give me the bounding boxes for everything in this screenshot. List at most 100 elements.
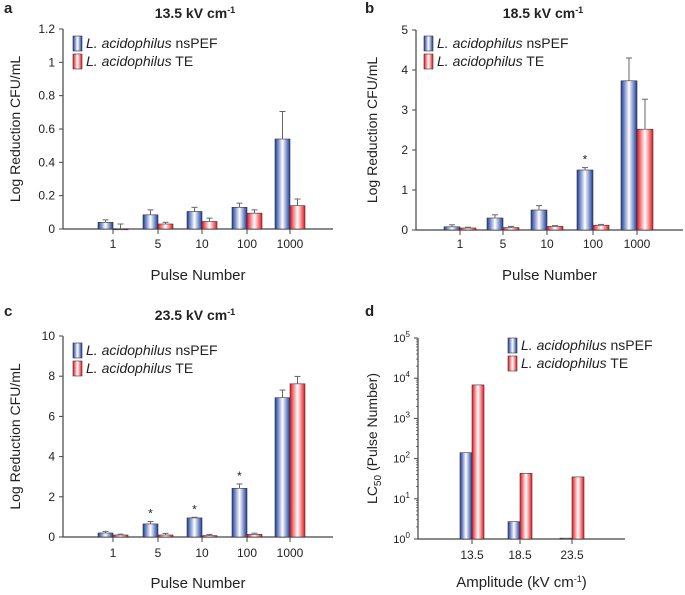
bar-nspef [231, 207, 248, 230]
y-tick-label: 2 [401, 143, 408, 157]
y-tick-base: 10 [393, 534, 405, 546]
x-tick-label: 5 [155, 546, 162, 560]
x-tick-label: 100 [583, 237, 603, 251]
bar-te [636, 128, 654, 231]
bar-te [289, 205, 306, 230]
legend-treatment: TE [607, 355, 629, 371]
bar-te [546, 226, 564, 231]
y-axis-label: Log Reduction CFU/mL [364, 57, 380, 204]
legend-item: L. acidophilus TE [72, 53, 193, 70]
legend-swatch-nspef [72, 35, 83, 52]
y-tick-label: 6 [48, 409, 55, 423]
y-tick-label: 100 [393, 531, 410, 546]
title-text: 23.5 kV cm [155, 307, 227, 323]
bar-nspef [620, 80, 638, 231]
legend-swatch-nspef [507, 337, 518, 354]
legend-item: L. acidophilus nsPEF [72, 342, 218, 359]
legend-treatment: nsPEF [607, 337, 653, 353]
legend-label: L. acidophilus TE [86, 53, 193, 69]
bar-nspef [576, 169, 594, 231]
x-tick-label: 1000 [277, 237, 304, 251]
y-tick-base: 10 [393, 494, 405, 506]
y-tick-label: 0 [401, 223, 408, 237]
legend-swatch-nspef [72, 342, 83, 359]
x-label-text: Pulse Number [150, 575, 245, 592]
y-tick-exponent: 1 [406, 491, 411, 500]
legend-label: L. acidophilus TE [437, 53, 544, 69]
y-axis-label: Log Reduction CFU/mL [7, 56, 23, 203]
y-axis-label: Log Reduction CFU/mL [7, 363, 23, 510]
bar-te [246, 534, 263, 538]
y-tick-label: 5 [401, 23, 408, 37]
x-tick-label: 1000 [277, 546, 304, 560]
title-text: 18.5 kV cm [503, 5, 575, 21]
x-tick-label: 10 [540, 237, 554, 251]
y-label-end: (Pulse Number) [364, 373, 380, 475]
bar-nspef [507, 521, 521, 540]
x-tick-label: 5 [500, 237, 507, 251]
x-tick-label: 100 [237, 237, 257, 251]
legend-treatment: TE [172, 53, 194, 69]
y-tick-exponent: 0 [406, 531, 411, 540]
x-tick-label: 5 [155, 237, 162, 251]
title-superscript: -1 [575, 5, 583, 15]
y-tick-exponent: 2 [406, 451, 411, 460]
bar-nspef [97, 222, 114, 230]
bar-te [157, 534, 174, 538]
legend-item: L. acidophilus nsPEF [507, 337, 653, 354]
significance-asterisk: * [237, 469, 242, 483]
bar-te [112, 534, 129, 538]
legend-swatch-nspef [423, 35, 434, 52]
legend-label: L. acidophilus TE [86, 360, 193, 376]
x-tick-label: 1 [457, 237, 464, 251]
y-tick-label: 102 [393, 451, 410, 466]
legend-swatch-te [507, 355, 518, 372]
y-tick-label: 10 [42, 329, 56, 343]
bar-te [289, 383, 306, 538]
bar-te [592, 224, 610, 231]
y-label-text: Log Reduction CFU/mL [7, 56, 23, 203]
bar-nspef [231, 488, 248, 538]
y-tick-label: 0.4 [38, 155, 55, 169]
y-tick-base: 10 [393, 454, 405, 466]
bar-nspef [274, 138, 291, 230]
panel-c: c 23.5 kV cm-1 0 2 4 6 8 10 Log Reduction CFU/mL… [4, 303, 333, 592]
x-tick-label: 100 [237, 546, 257, 560]
legend-species: L. acidophilus [521, 355, 607, 371]
bar-te [246, 212, 263, 230]
bar-nspef [443, 226, 461, 231]
y-tick-label: 1 [401, 183, 408, 197]
legend-treatment: TE [523, 53, 545, 69]
y-tick-label: 4 [48, 450, 55, 464]
y-tick-label: 3 [401, 103, 408, 117]
panel-letter: b [365, 0, 374, 17]
panel-letter: a [4, 0, 13, 17]
title-superscript: -1 [227, 5, 235, 15]
x-tick-label: 18.5 [508, 548, 532, 562]
bar-te [201, 535, 218, 538]
bar-nspef [530, 209, 548, 231]
y-tick-exponent: 5 [406, 330, 411, 339]
legend-treatment: TE [172, 360, 194, 376]
y-tick-label: 105 [393, 330, 410, 345]
legend-species: L. acidophilus [437, 53, 523, 69]
y-tick-label: 0.8 [38, 89, 55, 103]
y-tick-label: 103 [393, 410, 410, 425]
y-tick-label: 0.2 [38, 189, 55, 203]
significance-asterisk: * [583, 153, 588, 167]
y-tick-exponent: 4 [406, 370, 411, 379]
chart-title: 18.5 kV cm-1 [503, 5, 583, 21]
legend-treatment: nsPEF [172, 35, 218, 51]
y-tick-label: 1 [48, 55, 55, 69]
x-label-text: Amplitude (kV cm [456, 574, 574, 591]
x-tick-label: 13.5 [460, 548, 484, 562]
bar-te [459, 227, 477, 231]
x-label-text: Pulse Number [150, 267, 245, 284]
bar-te [112, 228, 129, 231]
legend-species: L. acidophilus [86, 342, 172, 358]
bar-te [157, 223, 174, 230]
y-tick-base: 10 [393, 413, 405, 425]
legend-treatment: nsPEF [523, 35, 569, 51]
legend-label: L. acidophilus TE [521, 355, 628, 371]
